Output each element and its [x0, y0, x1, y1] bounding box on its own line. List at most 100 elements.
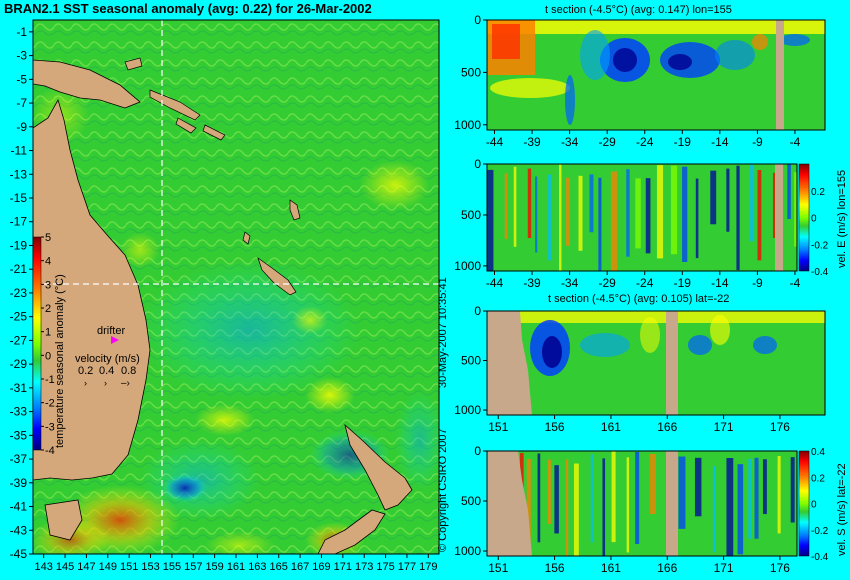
map-y-tick-label: -3: [16, 49, 27, 63]
velE-stripe: [487, 169, 494, 271]
velS-cbar-tick-label: -0.2: [811, 526, 829, 537]
map-x-tick-label: 159: [205, 561, 223, 573]
map-y-tick-label: -27: [10, 333, 28, 347]
t-section-lat-frame: [486, 310, 826, 416]
copyright-text: © Copyright CSIRO 2007: [437, 428, 449, 552]
temperature-colorbar-label: temperature seasonal anomaly (°C): [54, 274, 66, 448]
p4-x-tick-label: 176: [770, 561, 790, 575]
new-zealand-south: [317, 509, 386, 554]
p1-y-tick-label: 1000: [454, 118, 481, 132]
map-x-tick-label: 165: [270, 561, 288, 573]
velE-stripe: [589, 174, 594, 233]
velE-stripe: [726, 168, 730, 232]
tcbar-tick-label: 3: [45, 279, 51, 291]
t-section-lon-panel: t section (-4.5°C) (avg: 0.147) lon=155 …: [454, 4, 826, 149]
p3-y-tick-label: 500: [461, 354, 481, 368]
velE-stripe: [757, 170, 762, 261]
velS-stripe: [611, 451, 616, 543]
tcbar-tick-label: 2: [45, 303, 51, 315]
map-y-tick-label: -19: [10, 238, 28, 252]
p2-x-tick-label: -4: [790, 276, 801, 290]
velE-stripe: [787, 164, 791, 219]
velocity-value-3: 0.8: [121, 365, 136, 377]
p1-x-tick-label: -44: [486, 135, 504, 149]
t-section-lat-panel: t section (-4.5°C) (avg: 0.105) lat=-22 …: [454, 293, 826, 434]
island: [175, 117, 197, 134]
map-y-tick-label: -5: [16, 72, 27, 86]
map-legend: drifter velocity (m/s) 0.2 0.4 0.8 › › ‒…: [75, 325, 140, 389]
temperature-colorbar-ramp: [32, 236, 42, 451]
p4-x-tick-label: 151: [488, 561, 508, 575]
p2-y-tick-label: 500: [461, 208, 481, 222]
map-y-tick-label: -11: [11, 144, 28, 158]
velS-section-lat-x-axis: 151 156 161 166 171 176: [488, 556, 790, 575]
velS-section-lat-y-axis: 0 500 1000: [454, 444, 487, 558]
velE-stripe: [548, 174, 552, 261]
map-x-tick-label: 161: [227, 561, 245, 573]
velS-seafloor: [487, 451, 678, 556]
map-x-tick-label: 145: [56, 561, 74, 573]
velE-stripe: [695, 178, 699, 259]
seafloor-ridge-2: [666, 451, 678, 556]
map-y-axis: -1 -3 -5 -7 -9 -11 -13 -15 -17 -19 -21 -23 -25 -27 -29…: [10, 25, 33, 561]
map-x-tick-label: 163: [248, 561, 266, 573]
p2-y-tick-label: 0: [474, 157, 481, 171]
map-y-tick-label: -7: [16, 96, 27, 110]
seafloor-shelf-2: [487, 451, 532, 556]
p3-x-tick-label: 176: [770, 420, 790, 434]
velS-stripe: [635, 452, 640, 545]
velE-stripe: [578, 175, 583, 251]
velE-stripe: [626, 169, 630, 257]
map-y-tick-label: -25: [10, 310, 28, 324]
solomon-islands: [149, 89, 201, 121]
velE-cbar-tick-label: 0: [811, 214, 817, 225]
tcbar-tick-label: -4: [45, 445, 55, 457]
p4-x-tick-label: 156: [545, 561, 565, 575]
t-section-lon-anomalies: [487, 20, 825, 130]
velS-stripe: [737, 464, 744, 555]
seafloor-ridge: [666, 311, 678, 415]
map-y-tick-label: -9: [16, 120, 27, 134]
papua-new-guinea: [33, 59, 141, 109]
velS-stripe: [626, 457, 630, 553]
p1-x-tick-label: -34: [561, 135, 579, 149]
t-section-lon-frame: [486, 19, 826, 131]
p4-x-tick-label: 166: [657, 561, 677, 575]
velE-cbar-tick-label: -0.4: [811, 267, 829, 278]
p2-x-tick-label: -39: [523, 276, 541, 290]
velE-section-lon-stripes: [487, 164, 797, 271]
velocity-value-1: 0.2: [78, 365, 93, 377]
velS-colorbar-ticks: 0.4 0.2 0 -0.2 -0.4: [811, 447, 829, 563]
timestamp-text: 30-May-2007 10:35:41: [437, 277, 449, 388]
velS-cbar-tick-label: -0.4: [811, 552, 829, 563]
tcbar-tick-label: 4: [45, 256, 51, 268]
p1-x-tick-label: -39: [523, 135, 541, 149]
velS-section-lat-frame: [486, 450, 798, 557]
p3-x-tick-label: 166: [657, 420, 677, 434]
map-y-tick-label: -17: [10, 215, 28, 229]
map-x-tick-label: 169: [312, 561, 330, 573]
t-section-lat-title: t section (-4.5°C) (avg: 0.105) lat=-22: [548, 293, 729, 305]
velE-cbar-tick-label: 0.2: [811, 187, 825, 198]
velE-section-lon-x-axis: -44 -39 -34 -29 -24 -19 -14 -9 -4: [486, 271, 801, 290]
map-y-tick-label: -35: [10, 428, 28, 442]
seafloor-block: [776, 20, 784, 130]
velS-stripe: [678, 456, 686, 529]
p3-x-tick-label: 161: [601, 420, 621, 434]
tcbar-tick-label: -2: [45, 398, 55, 410]
p2-x-tick-label: -9: [752, 276, 763, 290]
map-x-tick-label: 151: [120, 561, 138, 573]
map-y-tick-label: -13: [10, 167, 28, 181]
velE-stripe: [794, 172, 797, 247]
sst-anomaly-field: [33, 85, 439, 554]
velS-stripe: [790, 457, 795, 523]
velE-stripe: [682, 166, 688, 262]
tcbar-tick-label: 0: [45, 350, 51, 362]
velS-section-lat-panel: 0.4 0.2 0 -0.2 -0.4 vel. S (m/s) lat=-22 0 50…: [454, 444, 848, 575]
map-y-tick-label: -31: [10, 381, 28, 395]
velS-stripe: [748, 458, 752, 539]
map-x-axis: 143 145 147 149 151 153 155 157 159 161 163 165 167 1…: [35, 554, 437, 573]
map-y-tick-label: -37: [10, 452, 28, 466]
map-x-tick-label: 153: [141, 561, 159, 573]
tcbar-tick-label: 1: [45, 327, 51, 339]
